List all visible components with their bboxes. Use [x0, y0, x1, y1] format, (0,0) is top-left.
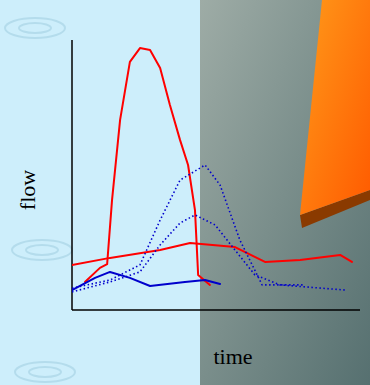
decoration — [15, 362, 75, 382]
plot-area — [72, 48, 352, 292]
x-axis — [72, 309, 360, 311]
y-axis-label: flow — [15, 170, 40, 210]
line — [72, 243, 352, 265]
line — [72, 215, 345, 292]
line — [72, 272, 220, 290]
background — [0, 0, 200, 385]
decoration — [5, 18, 65, 38]
background — [200, 0, 370, 385]
line — [85, 48, 210, 285]
decoration — [300, 0, 370, 215]
decoration — [26, 245, 58, 255]
decoration — [19, 23, 51, 33]
y-axis — [71, 40, 73, 310]
line — [72, 165, 305, 288]
decoration — [29, 367, 61, 377]
decoration — [12, 240, 72, 260]
x-axis-label: time — [213, 344, 252, 369]
chart: flow time — [0, 0, 370, 385]
